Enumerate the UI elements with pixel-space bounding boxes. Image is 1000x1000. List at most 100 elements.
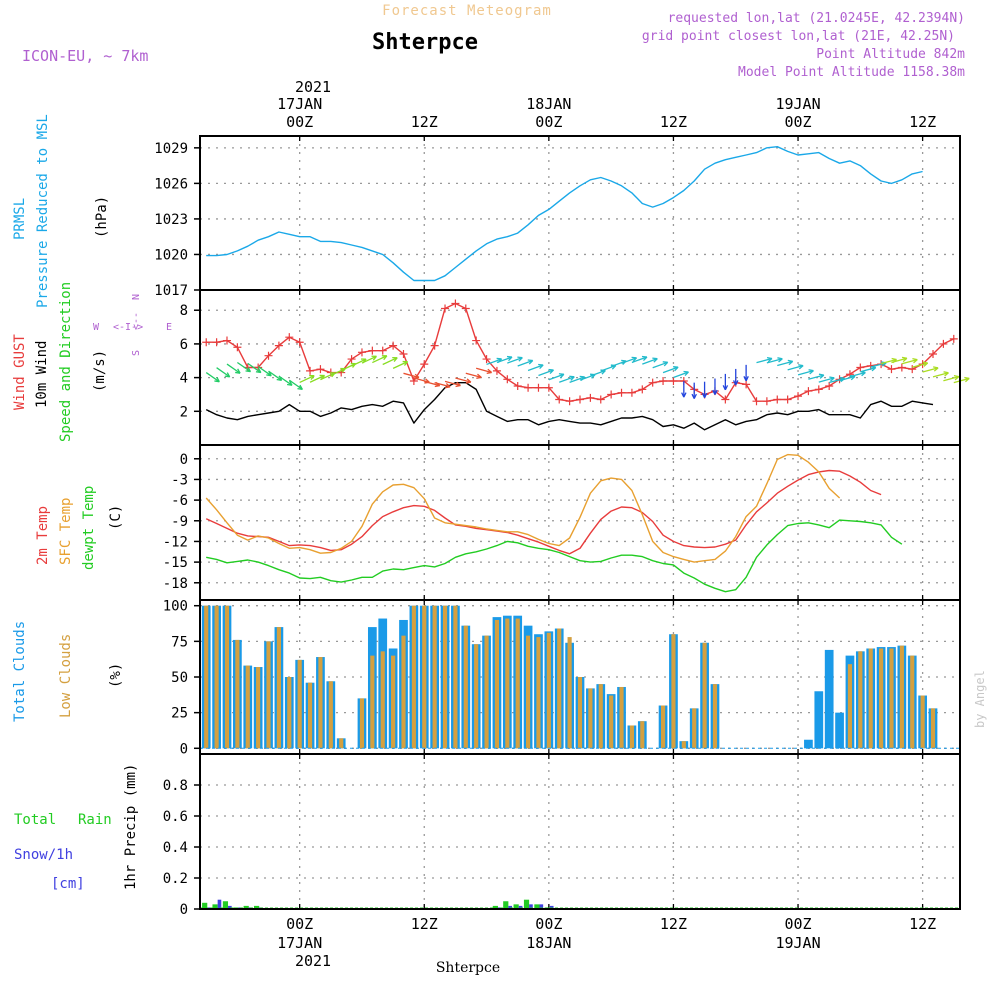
- ytick-label: -18: [163, 576, 188, 592]
- low-cloud-bar: [463, 625, 468, 749]
- temp-labels: 2m Temp SFC Temp dewpt Temp (C): [35, 486, 124, 570]
- wind-speed-dir-label: Speed and Direction: [58, 282, 74, 442]
- wind-arrow: [424, 380, 440, 387]
- top-axis-hour: 00Z: [286, 113, 313, 131]
- low-cloud-bar: [370, 655, 375, 749]
- wind-arrow: [496, 356, 513, 364]
- gust-marker: [897, 363, 906, 372]
- gust-marker: [451, 299, 460, 308]
- low-cloud-bar: [453, 605, 458, 749]
- top-axis-year: 2021: [295, 78, 331, 96]
- wind-arrow-head: [465, 378, 472, 384]
- panel-frame: [199, 753, 961, 910]
- total-cloud-bar: [835, 712, 844, 749]
- low-cloud-bar: [266, 641, 271, 749]
- gust-marker: [856, 363, 865, 372]
- wind-arrow-head: [527, 359, 534, 365]
- ytick-label: 0.8: [163, 778, 188, 794]
- wind-arrow-head: [506, 355, 513, 362]
- low-cloud-bar: [889, 648, 894, 749]
- wind-arrow-head: [743, 376, 749, 382]
- wind-arrow: [901, 358, 918, 365]
- wind-arrow: [600, 364, 617, 372]
- model-altitude: Model Point Altitude 1158.38m: [738, 65, 965, 80]
- wind-arrow: [891, 357, 908, 364]
- compass-n: N: [131, 294, 142, 300]
- compass-rose: N <-- S W <-I-> E: [93, 294, 172, 356]
- wind-arrow-head: [224, 372, 231, 378]
- gust-marker: [357, 348, 366, 357]
- low-cloud-bar: [474, 644, 479, 749]
- gust-marker: [264, 351, 273, 360]
- total-cloud-bar: [824, 649, 834, 749]
- low-cloud-bar: [567, 637, 572, 749]
- wind-labels: Wind GUST 10m Wind Speed and Direction (…: [12, 282, 172, 442]
- gust-marker: [762, 397, 771, 406]
- ytick-label: 1026: [154, 176, 188, 192]
- low-cloud-bar: [442, 605, 448, 749]
- gust-marker: [617, 388, 626, 397]
- gust-marker: [648, 378, 657, 387]
- gust-marker: [659, 376, 668, 385]
- rain-bar: [513, 904, 519, 909]
- low-cloud-bar: [930, 708, 936, 749]
- wind-arrow: [403, 372, 420, 379]
- low-cloud-bar: [245, 665, 250, 749]
- wind-arrow-head: [798, 364, 804, 370]
- wind-arrow-head: [712, 389, 718, 395]
- wind-arrow: [476, 367, 492, 374]
- wind-arrow: [880, 358, 897, 365]
- wind-arrow: [673, 371, 689, 379]
- top-axis-hour: 00Z: [535, 113, 562, 131]
- wind-arrow-head: [371, 355, 377, 361]
- gust-marker: [202, 338, 211, 347]
- snow-bar: [549, 905, 554, 909]
- low-cloud-bar: [671, 634, 676, 749]
- compass-arrow-n: <--: [131, 312, 142, 330]
- wind-arrow: [247, 362, 262, 374]
- wind-arrow: [642, 358, 658, 365]
- low-cloud-bar: [712, 684, 718, 749]
- gust-marker: [627, 388, 636, 397]
- wind-arrow-head: [286, 380, 293, 386]
- compass-arrow-we: <-I->: [113, 322, 143, 333]
- low-cloud-bar: [868, 648, 873, 749]
- ytick-label: 100: [163, 599, 188, 615]
- low-cloud-bar: [899, 645, 904, 749]
- wind-arrow-head: [901, 356, 908, 363]
- gust-marker: [638, 385, 647, 394]
- bottom-axis-hour: 12Z: [660, 915, 687, 933]
- wind-arrow: [507, 357, 523, 364]
- panel-frame: [199, 444, 961, 601]
- cloud-labels: Total Clouds Low Clouds (%): [12, 621, 124, 722]
- rain-bar: [212, 904, 218, 909]
- gust-marker: [929, 350, 938, 359]
- low-cloud-bar: [224, 605, 230, 749]
- snow-bar: [518, 905, 523, 909]
- wind-arrow-head: [476, 373, 482, 379]
- wind-arrow: [912, 362, 928, 368]
- low-cloud-bar: [391, 655, 396, 749]
- wind-arrow: [953, 377, 970, 384]
- low-cloud-bar: [640, 721, 645, 749]
- wind-arrow: [434, 382, 451, 388]
- gust-marker: [814, 385, 823, 394]
- ytick-label: 50: [171, 670, 188, 686]
- top-axis-date: 17JAN: [277, 95, 322, 113]
- wind-arrow-head: [455, 381, 461, 388]
- precip-rain-label: Rain: [78, 812, 112, 828]
- wind-arrow: [922, 367, 939, 373]
- wind-arrow: [569, 376, 585, 384]
- gust-marker: [378, 346, 387, 355]
- wind-arrow-head: [691, 393, 697, 399]
- bottom-axis-hour: 00Z: [535, 915, 562, 933]
- wind-arrow: [278, 375, 293, 386]
- low-cloud-bar: [359, 698, 365, 749]
- ytick-label: 6: [180, 337, 188, 353]
- low-cloud-bar: [879, 648, 884, 749]
- gust-marker: [389, 341, 398, 350]
- low-cloud-bar: [339, 738, 344, 749]
- ytick-label: 75: [171, 634, 188, 650]
- wind-arrow: [787, 365, 804, 371]
